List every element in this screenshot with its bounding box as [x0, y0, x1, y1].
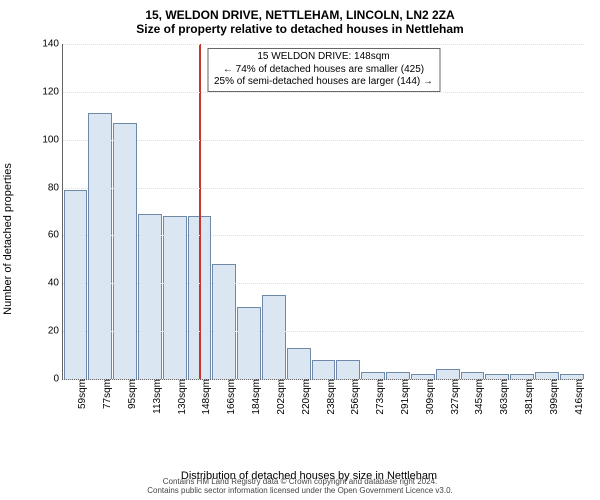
x-tick-label: 202sqm: [274, 379, 287, 415]
x-tick-label: 273sqm: [373, 379, 386, 415]
footer-line-1: Contains HM Land Registry data © Crown c…: [0, 477, 600, 487]
gridline: [63, 140, 584, 141]
x-tick-label: 363sqm: [497, 379, 510, 415]
x-tick-label: 256sqm: [348, 379, 361, 415]
x-tick-label: 130sqm: [175, 379, 188, 415]
gridline: [63, 92, 584, 93]
page-title-address: 15, WELDON DRIVE, NETTLEHAM, LINCOLN, LN…: [0, 0, 600, 22]
bar: [64, 190, 88, 379]
gridline: [63, 44, 584, 45]
x-tick-label: 327sqm: [448, 379, 461, 415]
x-tick-label: 184sqm: [249, 379, 262, 415]
x-tick-label: 345sqm: [472, 379, 485, 415]
gridline: [63, 235, 584, 236]
gridline: [63, 283, 584, 284]
x-tick-label: 95sqm: [125, 379, 138, 409]
gridline: [63, 331, 584, 332]
bar: [461, 372, 485, 379]
y-tick-label: 120: [42, 86, 63, 97]
y-tick-label: 80: [48, 182, 63, 193]
y-tick-label: 20: [48, 326, 63, 337]
bar: [312, 360, 336, 379]
bar: [113, 123, 137, 379]
bar: [436, 369, 460, 379]
y-axis-label: Number of detached properties: [2, 163, 14, 315]
y-tick-label: 140: [42, 39, 63, 50]
x-tick-label: 291sqm: [398, 379, 411, 415]
x-tick-label: 113sqm: [150, 379, 163, 414]
bar: [262, 295, 286, 379]
annotation-line-1: 15 WELDON DRIVE: 148sqm: [214, 51, 433, 64]
bar: [287, 348, 311, 379]
y-tick-label: 40: [48, 278, 63, 289]
annotation-line-3: 25% of semi-detached houses are larger (…: [214, 76, 433, 89]
page-title-subtitle: Size of property relative to detached ho…: [0, 22, 600, 40]
bar: [138, 214, 162, 379]
bar-series: [63, 44, 584, 379]
x-tick-label: 166sqm: [224, 379, 237, 415]
x-tick-label: 381sqm: [522, 379, 535, 415]
bar: [386, 372, 410, 379]
bar: [361, 372, 385, 379]
x-tick-label: 148sqm: [199, 379, 212, 415]
bar: [237, 307, 261, 379]
annotation-line-2: ← 74% of detached houses are smaller (42…: [214, 64, 433, 77]
x-tick-label: 399sqm: [547, 379, 560, 415]
x-tick-label: 309sqm: [423, 379, 436, 415]
histogram-chart: Number of detached properties Distributi…: [28, 44, 590, 422]
x-tick-label: 220sqm: [299, 379, 312, 415]
footer-line-2: Contains public sector information licen…: [0, 486, 600, 496]
bar: [336, 360, 360, 379]
bar: [212, 264, 236, 379]
y-tick-label: 0: [53, 374, 63, 385]
reference-line: [199, 44, 201, 379]
annotation-box: 15 WELDON DRIVE: 148sqm ← 74% of detache…: [207, 48, 440, 92]
gridline: [63, 188, 584, 189]
x-tick-label: 238sqm: [324, 379, 337, 415]
plot-area: 15 WELDON DRIVE: 148sqm ← 74% of detache…: [62, 44, 584, 380]
bar: [163, 216, 187, 379]
y-tick-label: 60: [48, 230, 63, 241]
x-tick-label: 59sqm: [75, 379, 88, 409]
bar: [535, 372, 559, 379]
bar: [88, 113, 112, 379]
footer: Contains HM Land Registry data © Crown c…: [0, 477, 600, 496]
x-tick-label: 77sqm: [100, 379, 113, 409]
y-tick-label: 100: [42, 134, 63, 145]
x-tick-label: 416sqm: [572, 379, 585, 415]
